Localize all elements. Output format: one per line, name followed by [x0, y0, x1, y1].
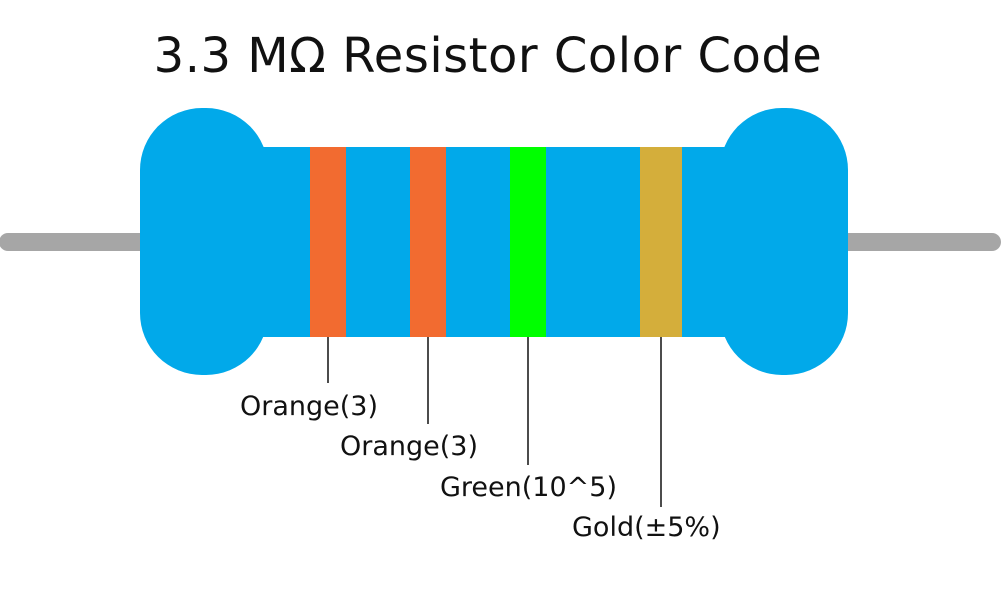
- band-labels: Orange(3) Orange(3) Green(10^5) Gold(±5%): [240, 391, 721, 543]
- color-band-1: [310, 147, 346, 337]
- band-label-2: Orange(3): [340, 431, 478, 462]
- band-label-4: Gold(±5%): [572, 512, 721, 543]
- band-label-1: Orange(3): [240, 391, 378, 422]
- color-band-4: [640, 147, 682, 337]
- band-label-3: Green(10^5): [440, 472, 617, 503]
- color-bands: [310, 147, 682, 337]
- color-band-3: [510, 147, 546, 337]
- color-band-2: [410, 147, 446, 337]
- page-title: 3.3 MΩ Resistor Color Code: [153, 28, 823, 84]
- band-leader-lines: [327, 337, 662, 507]
- resistor-body: [140, 108, 848, 375]
